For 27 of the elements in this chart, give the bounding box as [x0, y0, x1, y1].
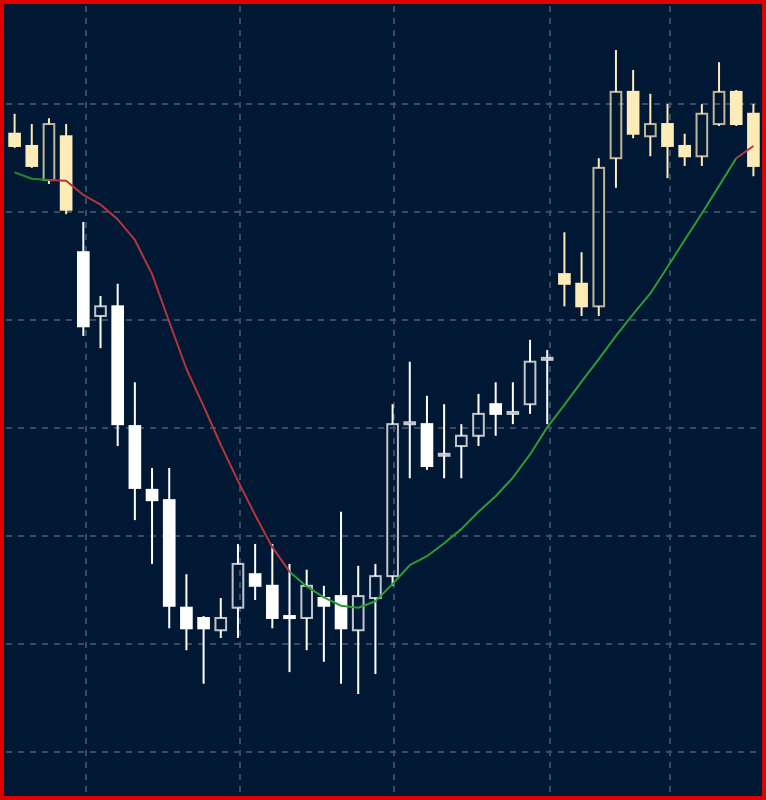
candlestick [283, 562, 296, 674]
candlestick [575, 251, 588, 317]
candlestick [162, 466, 176, 630]
candlestick [592, 157, 606, 317]
candlestick [369, 562, 382, 676]
candlestick [523, 338, 537, 415]
candlestick [300, 568, 314, 652]
candlestick [403, 360, 417, 480]
candlestick [128, 381, 142, 522]
candlestick [214, 597, 228, 639]
candlestick [145, 466, 159, 565]
candlestick [609, 49, 623, 189]
candlestick [540, 349, 554, 426]
candlestick [678, 132, 692, 167]
candlestick [76, 220, 90, 337]
candlestick [558, 231, 571, 308]
candlestick [661, 103, 674, 180]
candlestick [489, 381, 503, 437]
candlestick [111, 282, 125, 448]
candlestick [643, 92, 657, 158]
candlestick [351, 564, 365, 695]
candlestick [248, 542, 262, 601]
candlestick [231, 542, 245, 639]
candlestick [695, 103, 709, 167]
candlestick [437, 403, 451, 480]
candlestick [180, 573, 193, 652]
candlestick [454, 423, 468, 480]
